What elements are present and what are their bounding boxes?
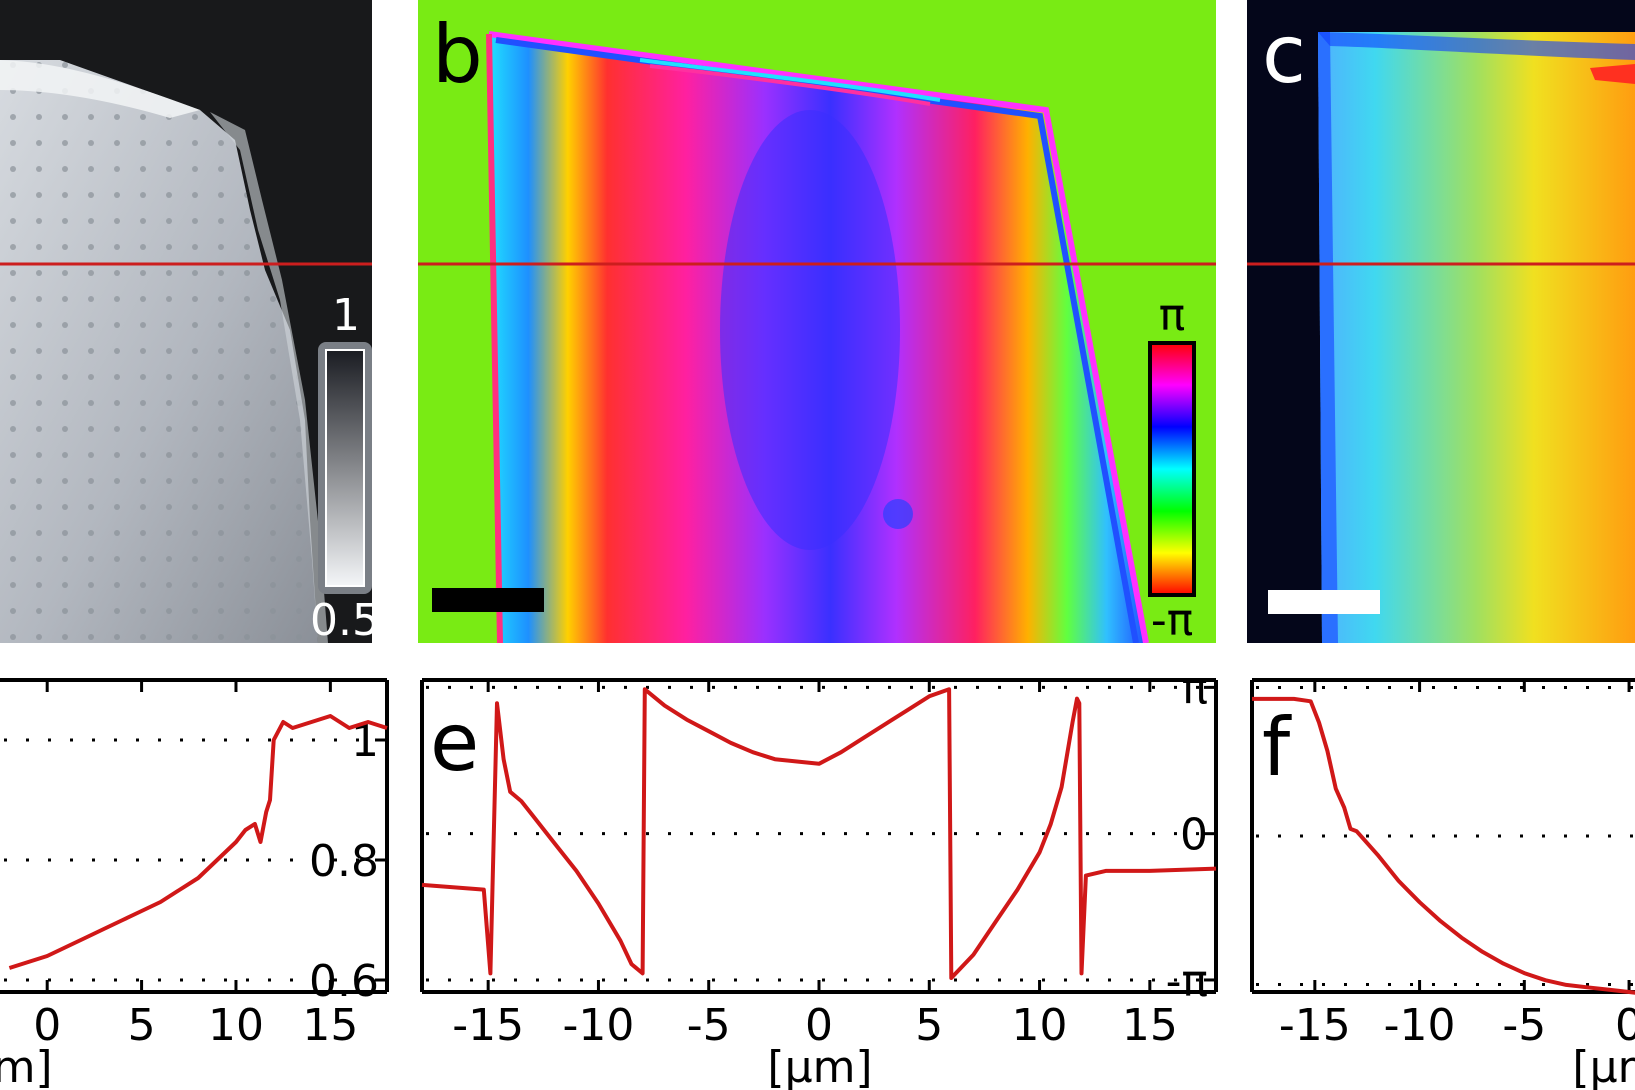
plot-e-xtick-label: 15	[1122, 1000, 1178, 1051]
panel-a-colorbar-max-label: 1	[332, 290, 360, 341]
plot-e-series-phase	[421, 687, 1217, 980]
plot-e-xtick-label: 10	[1012, 1000, 1068, 1051]
plot-f-series-unwrapped-phase	[1252, 696, 1635, 995]
plot-d-xtick-label: 10	[208, 1000, 264, 1051]
plot-e-ytick-label: 0	[1180, 810, 1208, 861]
panel-c-image	[1247, 0, 1635, 643]
plot-f-xtick-label: -10	[1384, 1000, 1456, 1051]
plot-e-ytick-label: -π	[1166, 956, 1208, 1007]
plot-e-xtick-label: 0	[805, 1000, 833, 1051]
panel-a-image	[0, 0, 372, 643]
panel-f-plot: -15 -10 -5 0[µm]	[1250, 678, 1635, 1090]
panel-e-label: e	[430, 696, 479, 789]
panel-c-label: c	[1262, 8, 1306, 101]
plot-d-series-amplitude	[8, 714, 388, 970]
panel-a-colorbar-min-label: 0.5	[310, 595, 380, 646]
plot-d-xlabel: [µm]	[0, 1042, 53, 1090]
plot-e-xtick-label: 5	[915, 1000, 943, 1051]
plot-f-xtick-label: 0	[1615, 1000, 1635, 1051]
plot-d-ytick-label: 0.6	[309, 956, 379, 1007]
panel-e-plot: π 0 -π -15 -10 -5 0 5 10 15 [µm]	[420, 663, 1218, 1090]
plot-d-xtick-label: 0	[33, 1000, 61, 1051]
panel-b-label: b	[432, 8, 483, 101]
plot-d-ytick-label: 0.8	[309, 836, 379, 887]
plot-f-xlabel: [µm]	[1572, 1042, 1635, 1090]
plot-e-ytick-label: π	[1182, 663, 1209, 714]
panel-b-colorbar-min-label: -π	[1151, 595, 1193, 646]
plot-d-xtick-label: 15	[302, 1000, 358, 1051]
plot-e-xtick-label: -15	[452, 1000, 524, 1051]
plot-e-xlabel: [µm]	[767, 1042, 872, 1090]
plot-e-xtick-label: -10	[563, 1000, 635, 1051]
plot-e-xtick-label: -5	[687, 1000, 731, 1051]
panel-b-image	[418, 0, 1216, 643]
plot-f-xtick-label: -15	[1279, 1000, 1351, 1051]
plot-f-xtick-label: -5	[1502, 1000, 1546, 1051]
panel-f-label: f	[1262, 701, 1292, 794]
panel-b-colorbar-max-label: π	[1159, 290, 1186, 341]
plot-d-xtick-label: 5	[128, 1000, 156, 1051]
